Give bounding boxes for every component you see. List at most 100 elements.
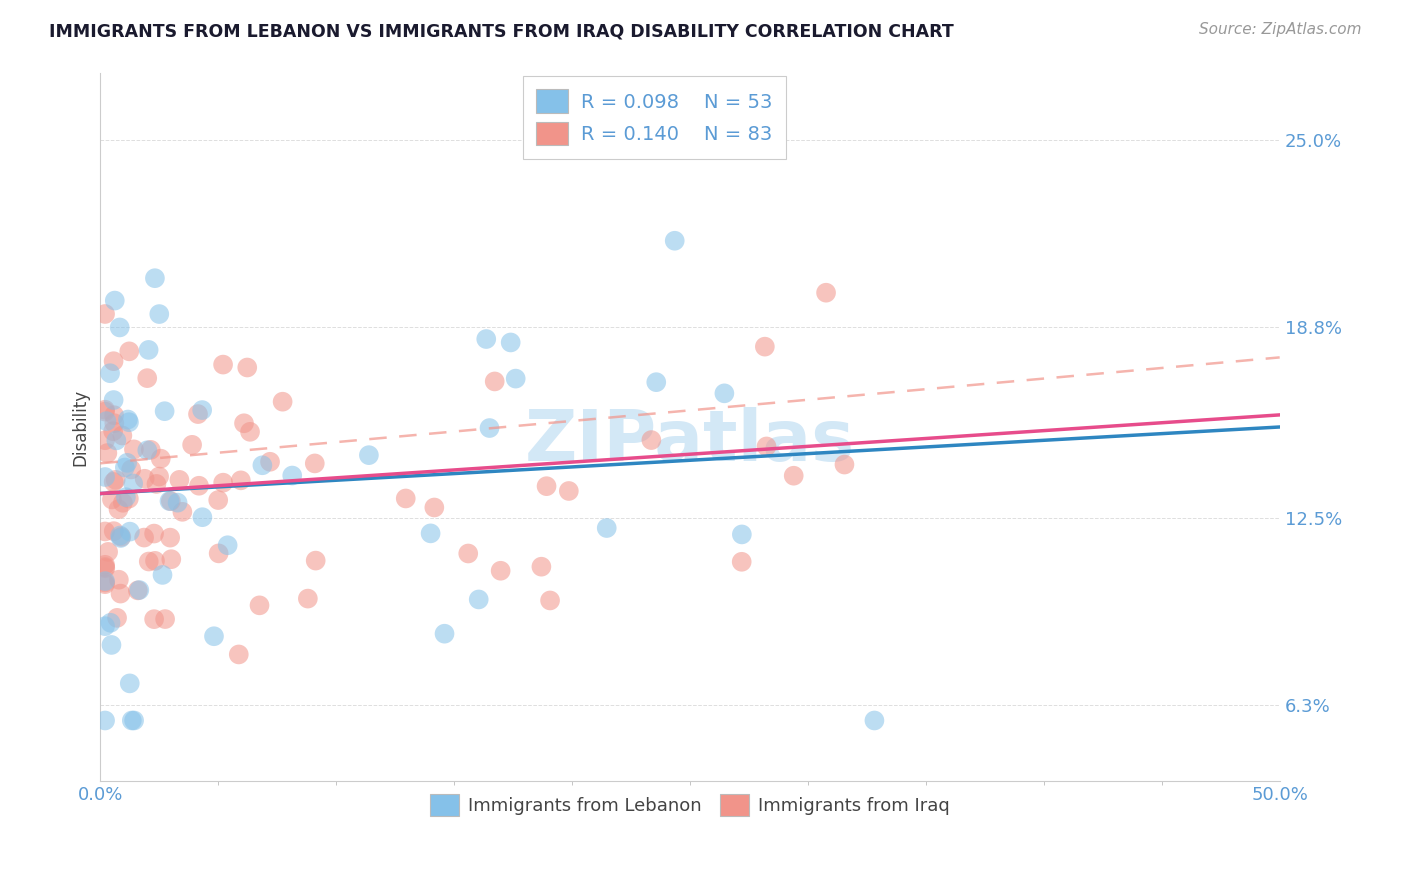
- Point: [94, 307, 117, 321]
- Point: [754, 340, 776, 354]
- Point: [159, 494, 181, 508]
- Point: [208, 546, 231, 560]
- Point: [110, 530, 132, 544]
- Point: [94, 558, 117, 572]
- Point: [94, 577, 117, 591]
- Point: [233, 417, 256, 431]
- Point: [105, 434, 128, 448]
- Point: [530, 559, 553, 574]
- Point: [138, 343, 160, 357]
- Point: [148, 307, 170, 321]
- Point: [101, 492, 124, 507]
- Point: [239, 425, 262, 439]
- Point: [121, 714, 143, 728]
- Point: [297, 591, 319, 606]
- Point: [419, 526, 441, 541]
- Point: [148, 469, 170, 483]
- Text: IMMIGRANTS FROM LEBANON VS IMMIGRANTS FROM IRAQ DISABILITY CORRELATION CHART: IMMIGRANTS FROM LEBANON VS IMMIGRANTS FR…: [49, 22, 953, 40]
- Point: [136, 371, 159, 385]
- Point: [357, 448, 380, 462]
- Point: [281, 468, 304, 483]
- Point: [395, 491, 418, 506]
- Point: [166, 496, 188, 510]
- Point: [94, 434, 117, 448]
- Point: [103, 408, 125, 422]
- Point: [467, 592, 489, 607]
- Point: [207, 493, 229, 508]
- Point: [478, 421, 501, 435]
- Point: [191, 510, 214, 524]
- Point: [136, 443, 159, 458]
- Point: [110, 531, 132, 545]
- Point: [863, 714, 886, 728]
- Point: [96, 414, 118, 428]
- Point: [484, 375, 506, 389]
- Point: [153, 404, 176, 418]
- Point: [304, 457, 326, 471]
- Point: [103, 392, 125, 407]
- Point: [104, 473, 127, 487]
- Point: [645, 375, 668, 389]
- Point: [202, 629, 225, 643]
- Point: [160, 552, 183, 566]
- Point: [159, 531, 181, 545]
- Point: [103, 416, 125, 430]
- Point: [143, 612, 166, 626]
- Point: [187, 407, 209, 421]
- Point: [108, 573, 131, 587]
- Point: [128, 582, 150, 597]
- Point: [834, 458, 856, 472]
- Point: [96, 446, 118, 460]
- Point: [94, 402, 117, 417]
- Point: [103, 354, 125, 368]
- Point: [132, 531, 155, 545]
- Point: [111, 428, 134, 442]
- Point: [118, 415, 141, 429]
- Point: [103, 475, 125, 489]
- Point: [271, 394, 294, 409]
- Point: [103, 524, 125, 538]
- Point: [664, 234, 686, 248]
- Point: [108, 320, 131, 334]
- Point: [783, 468, 806, 483]
- Point: [305, 553, 328, 567]
- Point: [191, 403, 214, 417]
- Point: [94, 524, 117, 539]
- Point: [110, 586, 132, 600]
- Point: [115, 456, 138, 470]
- Point: [115, 490, 138, 504]
- Point: [169, 473, 191, 487]
- Point: [138, 554, 160, 568]
- Point: [815, 285, 838, 300]
- Point: [731, 527, 754, 541]
- Point: [596, 521, 619, 535]
- Point: [731, 555, 754, 569]
- Point: [94, 561, 117, 575]
- Text: Source: ZipAtlas.com: Source: ZipAtlas.com: [1198, 22, 1361, 37]
- Point: [143, 271, 166, 285]
- Point: [118, 491, 141, 506]
- Point: [249, 599, 271, 613]
- Point: [558, 483, 581, 498]
- Point: [120, 462, 142, 476]
- Point: [423, 500, 446, 515]
- Point: [499, 335, 522, 350]
- Point: [228, 648, 250, 662]
- Point: [536, 479, 558, 493]
- Point: [236, 360, 259, 375]
- Point: [229, 474, 252, 488]
- Point: [94, 470, 117, 484]
- Point: [755, 439, 778, 453]
- Point: [152, 568, 174, 582]
- Point: [122, 442, 145, 457]
- Point: [97, 545, 120, 559]
- Point: [252, 458, 274, 473]
- Point: [217, 538, 239, 552]
- Point: [153, 612, 176, 626]
- Point: [111, 496, 134, 510]
- Point: [181, 438, 204, 452]
- Point: [94, 404, 117, 418]
- Point: [94, 714, 117, 728]
- Point: [108, 528, 131, 542]
- Point: [159, 494, 181, 508]
